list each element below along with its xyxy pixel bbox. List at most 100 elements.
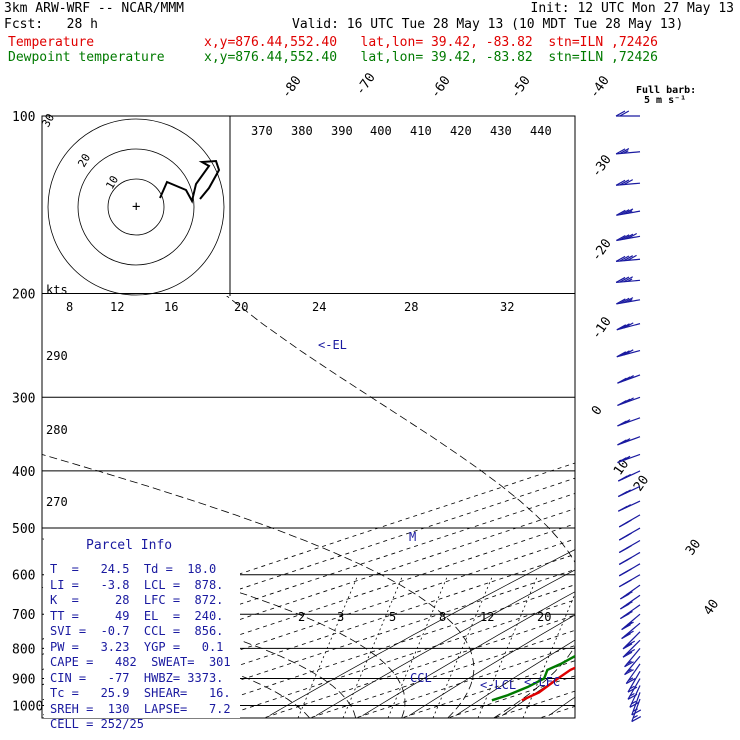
wind-barb-flag [623,276,634,283]
wind-barb-flag [627,621,633,626]
wind-barb-flag [620,419,631,426]
wind-barb-flag [627,278,633,282]
wind-barb-flag [626,601,632,606]
pressure-tick-label: 800 [12,642,35,657]
wind-barb [618,551,641,565]
parcel-info-row: CELL = 252/25 [50,717,144,731]
dry-adiabat-line [409,614,575,716]
hodograph-ring [107,178,165,236]
parcel-info-row: Tc = 25.9 SHEAR= 16. [50,686,231,700]
isotherm-line [586,116,740,718]
hodograph-ring-label: 10 [103,174,121,192]
mixing-ratio-label: 20 [537,610,551,624]
isotherm-label: -10 [589,314,615,342]
plot-frame [41,115,576,719]
wind-barb [621,613,641,631]
wind-barb-flag [627,298,633,303]
isotherm-line [42,493,575,671]
isotherm-line [539,705,575,718]
mixing-ratio-label: 3 [337,610,344,624]
wind-barb [618,563,641,577]
hodo-speed-label: 28 [404,300,418,314]
wind-barb [617,374,641,384]
parcel-info-row: LI = -3.8 LCL = 878. [50,577,224,592]
isotherm-label: -50 [508,73,534,101]
wind-barb-flag [616,234,626,242]
wind-barb-flag [628,677,634,681]
wind-barb-flag [617,377,627,384]
isotherm-label: -80 [279,73,305,101]
wind-barb-flag [623,179,634,186]
parcel-info-row: TT = 49 EL = 240. [50,608,224,623]
wind-barb-flag [625,568,631,573]
sounding-marker-label: M [409,530,416,544]
wind-barb-flag [629,685,635,690]
pressure-tick-label: 600 [12,569,35,584]
theta-label: 400 [370,124,392,138]
isotherm-line [447,675,575,718]
wind-barb-flag [617,457,627,464]
wind-barb [619,594,641,610]
hodograph-ring-label: 20 [75,152,93,170]
wind-barb-flag [620,438,631,445]
wind-barb [618,540,641,554]
dry-adiabat-line [548,696,575,716]
wind-barb-flag [625,648,636,656]
wind-barb-flag [623,233,634,240]
hodograph-units: kts [46,283,68,297]
theta-label: 420 [450,124,472,138]
parcel-info-row: SVI = -0.7 CCL = 856. [50,624,224,638]
wind-barb [615,110,640,117]
wind-barb [617,453,641,464]
parcel-info-row: T = 24.5 Td = 18.0 [50,562,217,576]
wind-barb-flag [620,323,630,330]
wind-barb [617,396,641,407]
wind-barb-staff [621,622,641,640]
wind-barb-flag [623,349,634,356]
wind-barb-flag [625,678,636,685]
isotherm-line [355,645,575,718]
parcel-info-row: PW = 3.23 YGP = 0.1 [50,639,224,654]
dry-adiabat-line [735,116,740,716]
wind-barb-flag [632,714,638,719]
pressure-tick-label: 700 [12,608,35,623]
wind-barb-flag [623,297,634,304]
pressure-tick-label: 500 [12,522,35,537]
wind-barb-flag [623,322,634,329]
wind-barb-flag [624,456,630,461]
wind-barb-flag [629,701,640,708]
wind-barb-flag [624,420,630,424]
wind-barb [616,297,641,305]
dry-adiabat-line [455,639,575,716]
wind-barb-flag [619,297,630,304]
wind-barb-flag [616,209,626,216]
dry-adiabat-line [642,116,740,716]
hodo-speed-label: 20 [234,300,248,314]
isotherm-label: 10 [611,457,632,478]
isotherm-line [493,690,575,718]
wind-barb-flag [624,669,634,676]
wind-barb-flag [619,110,630,117]
wind-barb-flag [623,255,634,262]
wind-barb-flag [631,700,637,705]
wind-barb [624,647,641,668]
wind-barb-flag [617,439,627,446]
moist-adiabat-line [223,293,575,718]
isotherm-label: -30 [589,152,615,180]
wind-barb-flag [615,255,626,262]
dry-adiabat-line [688,116,740,716]
wind-barb-flag [624,630,634,637]
wind-barb-flag [623,150,629,154]
hodograph-center: + [132,199,140,215]
barb-key-title: Full barb: [636,85,697,96]
wind-barb-flag [625,533,631,537]
wind-barb [631,698,642,723]
dry-adiabat-line [269,549,575,716]
isotherm-label: -20 [589,236,615,264]
wind-barb-flag [625,640,636,647]
isotherm-line [309,629,575,718]
mixing-ratio-label: 8 [439,610,446,624]
theta-label: 440 [530,124,552,138]
wind-barb-flag [617,399,627,407]
wind-barb-flag [624,490,631,494]
